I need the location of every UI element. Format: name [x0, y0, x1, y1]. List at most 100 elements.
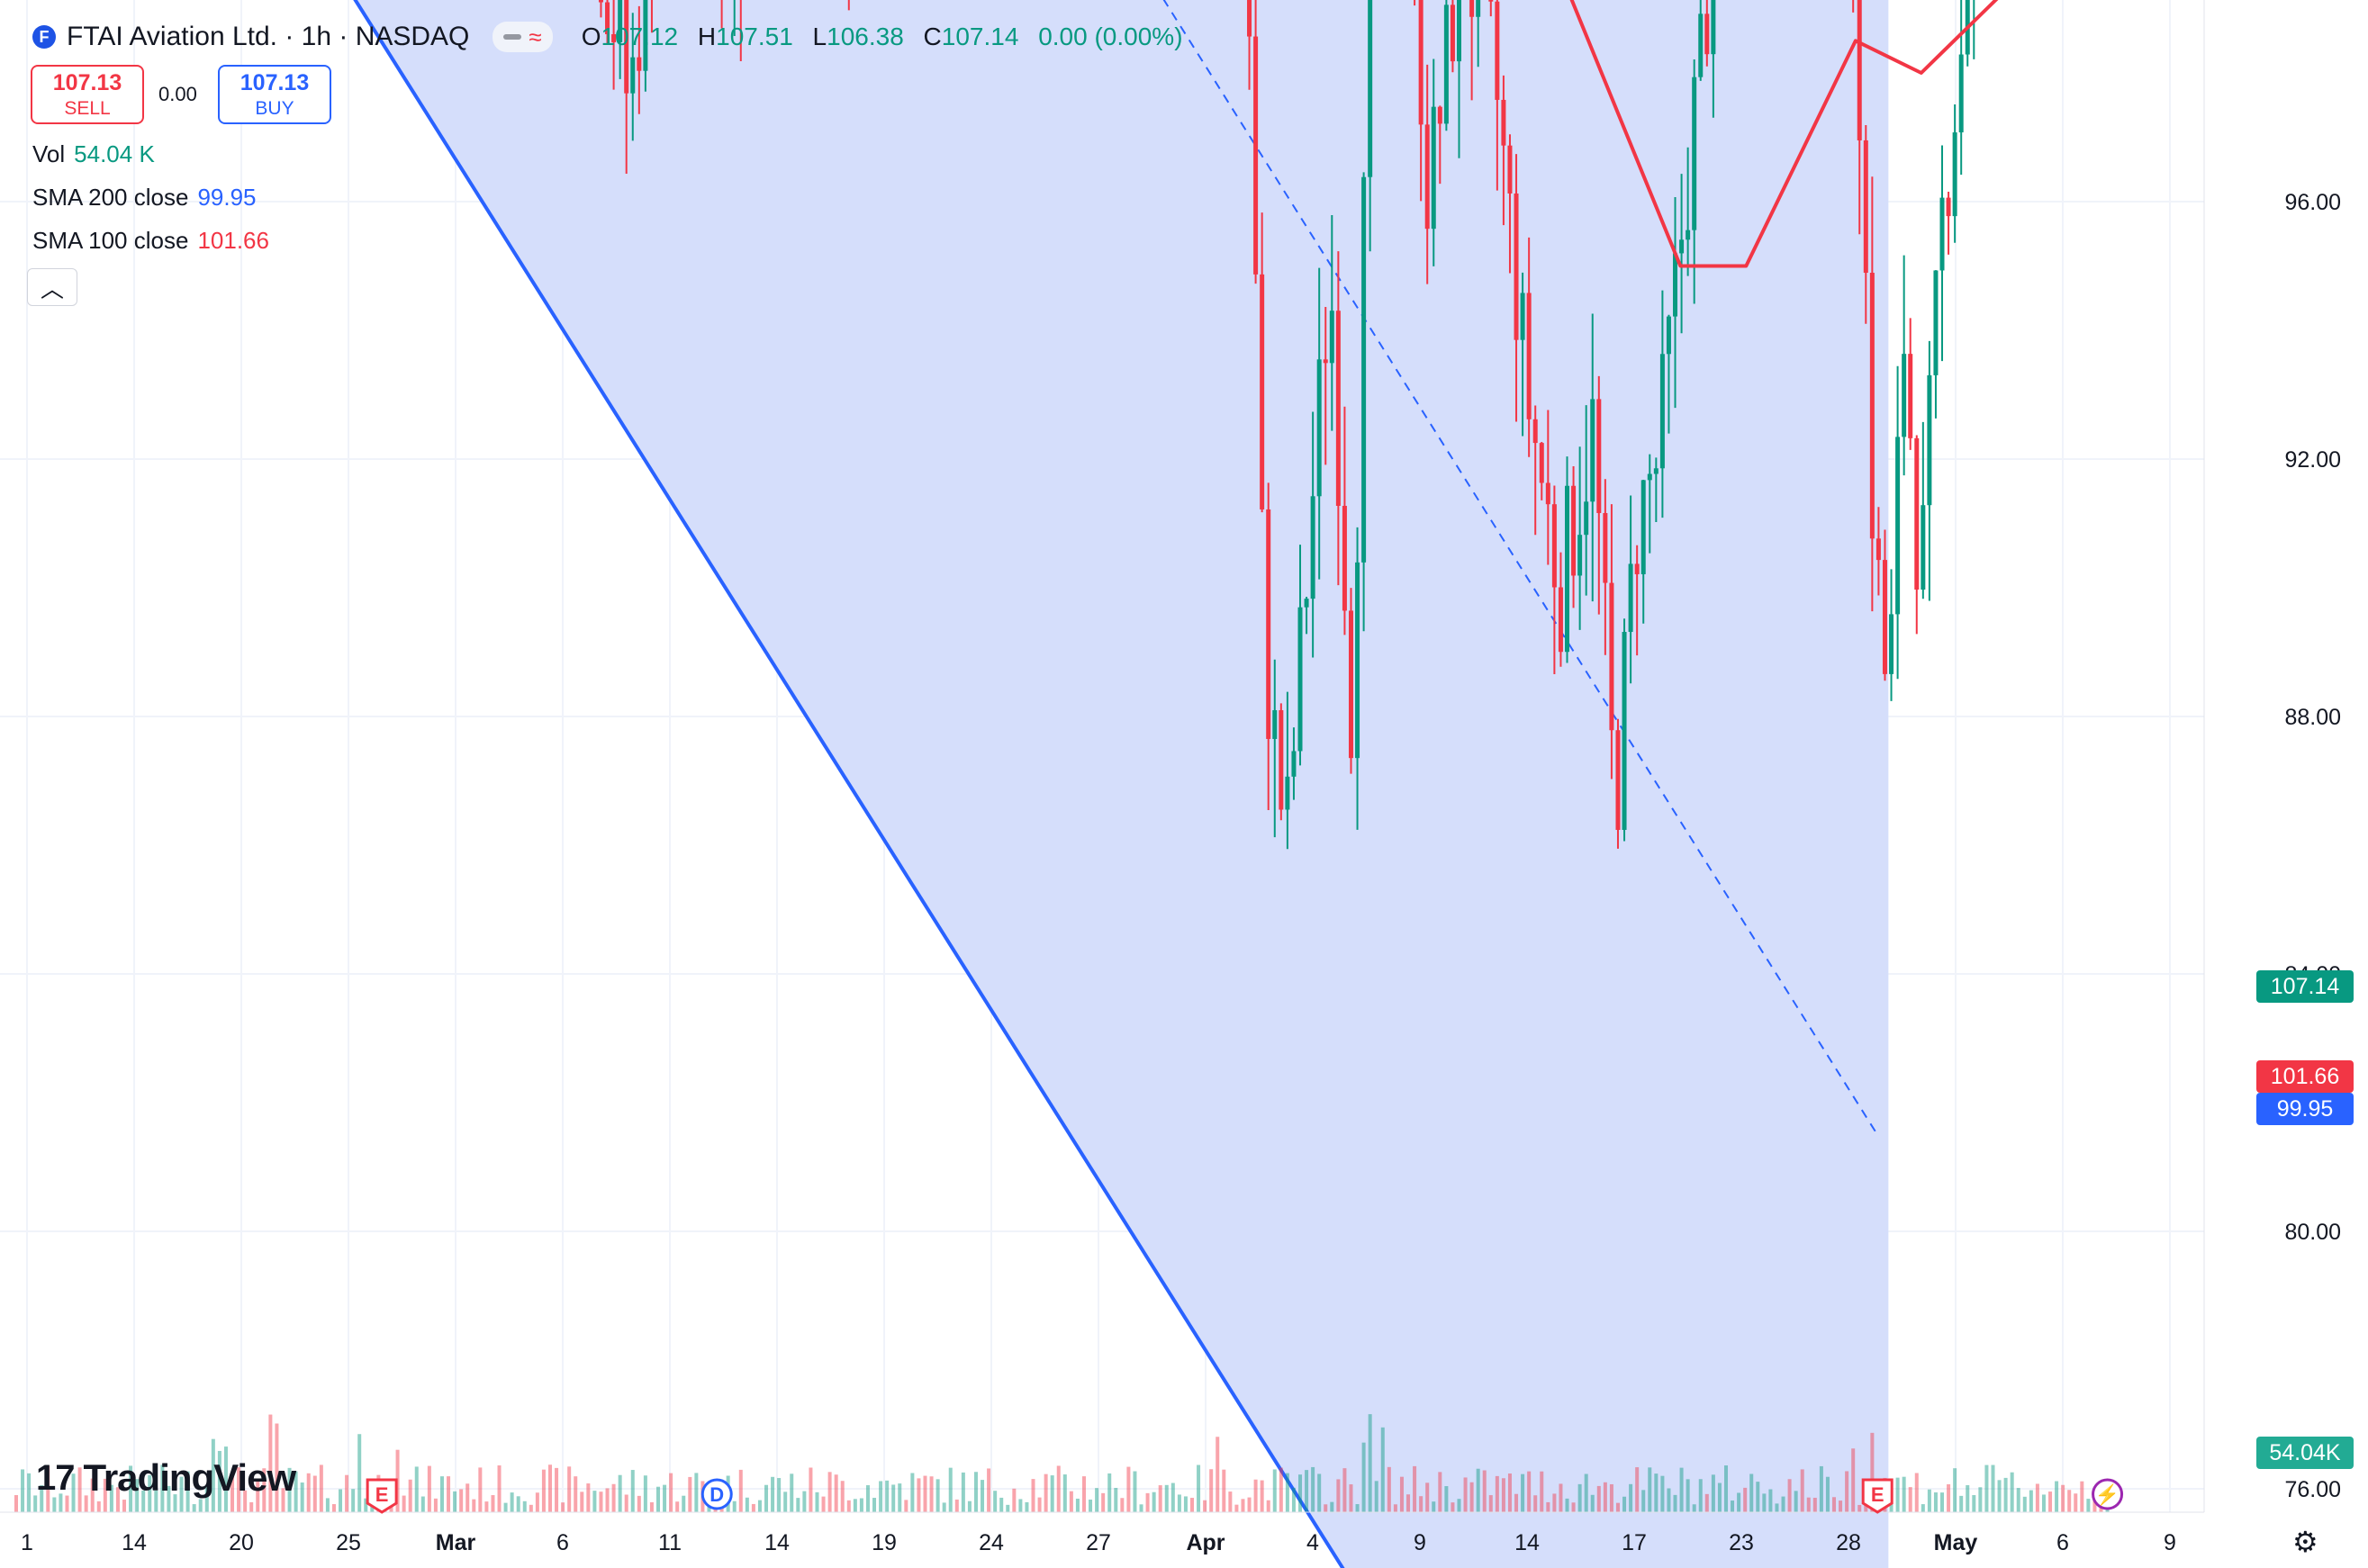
- volume-bar: [1966, 1484, 1970, 1512]
- volume-bar: [1406, 1494, 1411, 1512]
- volume-bar: [439, 1476, 444, 1512]
- volume-bar: [1222, 1469, 1226, 1512]
- candle-body: [1476, 0, 1481, 17]
- chevron-up-icon: ︿: [40, 275, 64, 302]
- volume-bar: [1413, 1465, 1417, 1512]
- regression-channel: [353, 0, 1889, 1568]
- volume-bar: [885, 1480, 890, 1512]
- volume-bar: [1686, 1479, 1690, 1512]
- candle-body: [1609, 582, 1614, 731]
- volume-bar: [408, 1479, 412, 1512]
- volume-bar: [1609, 1483, 1613, 1512]
- volume-bar: [122, 1500, 127, 1512]
- symbol-title[interactable]: FTAI Aviation Ltd. · 1h · NASDAQ: [67, 22, 470, 51]
- volume-bar: [46, 1465, 50, 1512]
- volume-bar: [1704, 1493, 1709, 1512]
- volume-bar: [27, 1473, 32, 1512]
- volume-bar: [1565, 1498, 1569, 1512]
- candle-body: [1615, 730, 1621, 830]
- volume-bar: [1590, 1494, 1595, 1512]
- volume-bar: [1737, 1492, 1741, 1512]
- tradingview-logo[interactable]: 17 TradingView: [36, 1456, 296, 1500]
- volume-bar: [1812, 1497, 1817, 1512]
- volume-bar: [40, 1485, 44, 1512]
- legend-volume[interactable]: Vol 54.04 K: [32, 140, 155, 168]
- candle-body: [1659, 354, 1665, 469]
- time-axis[interactable]: 1 14 20 25 Mar 6 11 14 19 24 27 Apr 4 9 14 17 23 28 May 6 9: [0, 1511, 2204, 1555]
- volume-bar: [268, 1414, 273, 1512]
- volume-bar: [630, 1470, 635, 1512]
- volume-bar: [1349, 1484, 1353, 1512]
- candle-body: [1628, 563, 1633, 633]
- visibility-toggles[interactable]: ≈: [493, 22, 553, 52]
- buy-button[interactable]: 107.13 BUY: [218, 65, 331, 124]
- volume-bar: [675, 1501, 680, 1512]
- price-axis[interactable]: 76.0080.0084.0088.0092.0096.00100.00104.…: [2203, 0, 2368, 1568]
- candle-body: [1679, 239, 1685, 254]
- channel-fill: [355, 0, 1889, 1568]
- legend-sma200[interactable]: SMA 200 close 99.95: [32, 184, 257, 212]
- event-markers[interactable]: E D E ⚡: [366, 1478, 2124, 1514]
- candle-body: [1640, 480, 1646, 574]
- volume-bar: [1839, 1500, 1843, 1512]
- volume-bar: [1794, 1491, 1798, 1512]
- volume-bar: [2035, 1483, 2039, 1512]
- volume-bar: [987, 1468, 991, 1512]
- time-tick-label: 23: [1729, 1530, 1754, 1555]
- volume-bars: [14, 1414, 2110, 1512]
- volume-bar: [821, 1496, 826, 1512]
- gear-icon[interactable]: ⚙: [2292, 1526, 2318, 1558]
- candle-body: [1323, 359, 1328, 364]
- volume-bar: [90, 1478, 95, 1512]
- volume-bar: [2003, 1477, 2008, 1512]
- legend-sma100[interactable]: SMA 100 close 101.66: [32, 227, 269, 255]
- time-tick-label: 25: [336, 1530, 361, 1555]
- volume-bar: [1444, 1486, 1449, 1512]
- collapse-legend-button[interactable]: ︿: [27, 268, 77, 306]
- candle-body: [1698, 14, 1704, 77]
- marker-glyph: E: [375, 1483, 389, 1506]
- volume-bar: [865, 1485, 870, 1512]
- volume-bar: [827, 1472, 832, 1512]
- volume-bar: [1908, 1487, 1912, 1512]
- symbol-header[interactable]: F FTAI Aviation Ltd. · 1h · NASDAQ ≈ O10…: [32, 16, 1196, 58]
- price-axis-bg: [2204, 0, 2368, 1568]
- time-tick-label: 1: [21, 1530, 33, 1555]
- candle-body: [1456, 0, 1461, 62]
- change-value: 0.00 (0.00%): [1038, 23, 1183, 50]
- volume-bar: [1361, 1442, 1366, 1512]
- volume-bar: [580, 1491, 584, 1512]
- volume-bar: [663, 1484, 667, 1512]
- volume-bar: [898, 1483, 902, 1512]
- candle-body: [1431, 106, 1436, 230]
- volume-bar: [1723, 1465, 1728, 1512]
- line-style-icon[interactable]: [503, 34, 522, 40]
- volume-bar: [1170, 1482, 1175, 1512]
- volume-bar: [973, 1472, 978, 1512]
- time-tick-label: 9: [2164, 1530, 2176, 1555]
- volume-bar: [1330, 1501, 1334, 1512]
- volume-bar: [1317, 1473, 1322, 1512]
- high-key: H: [697, 23, 717, 50]
- candle-body: [1882, 560, 1887, 674]
- candle-body: [1590, 399, 1595, 502]
- sma200-price-label: 99.95: [2256, 1093, 2354, 1125]
- candle-body: [1952, 132, 1957, 217]
- volume-bar: [204, 1485, 209, 1512]
- close-key: C: [923, 23, 942, 50]
- volume-bar: [312, 1475, 317, 1512]
- volume-bar: [478, 1467, 483, 1512]
- volume-bar: [815, 1491, 819, 1512]
- volume-bar: [624, 1494, 628, 1512]
- volume-bar: [1298, 1474, 1303, 1512]
- candle-body: [1653, 468, 1659, 474]
- wave-icon[interactable]: ≈: [529, 23, 542, 50]
- volume-bar: [516, 1496, 520, 1512]
- volume-bar: [300, 1482, 304, 1512]
- sell-button[interactable]: 107.13 SELL: [31, 65, 144, 124]
- volume-bar: [1667, 1488, 1671, 1512]
- candle-body: [1927, 374, 1932, 506]
- candle-body: [630, 57, 636, 94]
- volume-bar: [682, 1495, 686, 1512]
